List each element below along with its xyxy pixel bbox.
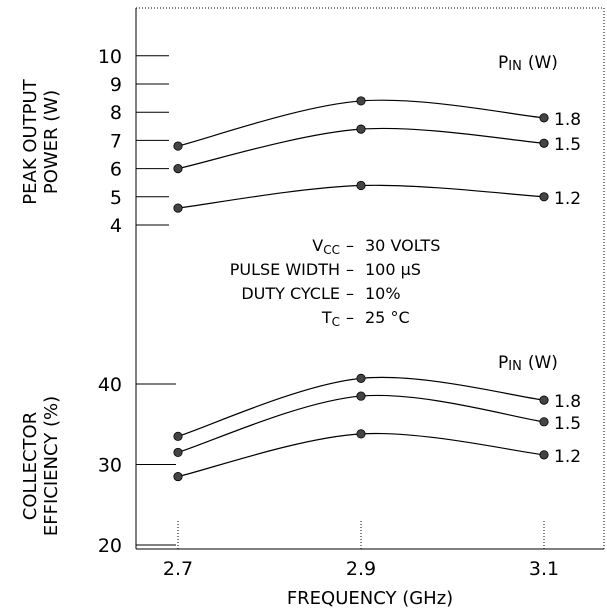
condition-name: PULSE WIDTH: [230, 260, 340, 279]
series-label: 1.2: [554, 189, 581, 209]
y-axis-title-line: POWER (W): [41, 90, 62, 194]
data-point: [539, 417, 549, 427]
x-tick-label: 2.7: [163, 558, 193, 580]
x-tick-label: 3.1: [529, 558, 559, 580]
condition-value: 25 °C: [365, 308, 410, 327]
data-point: [173, 447, 183, 458]
y-tick-label: 6: [110, 159, 122, 181]
data-point: [173, 164, 183, 174]
data-point: [173, 471, 183, 482]
series-label: 1.8: [554, 110, 581, 130]
data-point: [539, 192, 549, 202]
legend-title: PIN (W): [498, 353, 558, 374]
series-curves: [177, 99, 545, 478]
series-line: [177, 394, 545, 453]
condition-value: 100 μS: [365, 260, 421, 279]
y-tick-label: 9: [110, 74, 122, 96]
y-tick-label: 10: [98, 46, 122, 68]
y-tick-label: 30: [98, 455, 122, 477]
y-tick-label: 7: [110, 130, 122, 152]
data-point: [539, 450, 549, 460]
y-axis-title-line: PEAK OUTPUT: [20, 78, 41, 204]
series-line: [177, 99, 545, 147]
data-point: [356, 429, 366, 439]
condition-dash: –: [346, 236, 354, 255]
y-tick-label: 40: [98, 374, 122, 396]
series-label: 1.8: [554, 392, 581, 412]
data-point: [356, 124, 366, 134]
condition-name: VCC: [312, 236, 340, 257]
y-axis-title-line: EFFICIENCY (%): [41, 396, 62, 536]
y-tick-label: 20: [98, 535, 122, 557]
axis-labels: 2.7 2.9 3.1 FREQUENCY (GHz) 4 5 6 7 8 9 10 PEAK OUT…: [20, 46, 581, 609]
y-tick-label: 8: [110, 102, 122, 124]
plot-frame: [135, 7, 605, 550]
y-tick-label: 4: [110, 215, 122, 237]
condition-name: TC: [321, 308, 340, 329]
x-tick-label: 2.9: [346, 558, 376, 580]
data-point: [173, 203, 183, 213]
series-line: [177, 127, 545, 170]
data-point: [539, 138, 549, 148]
tick-marks: [136, 55, 545, 549]
data-point: [356, 373, 366, 383]
data-point: [173, 431, 183, 441]
data-point: [539, 395, 549, 405]
y-tick-label: 5: [110, 187, 122, 209]
data-point: [173, 141, 183, 151]
condition-name: DUTY CYCLE: [241, 284, 340, 303]
data-point: [356, 180, 366, 191]
series-label: 1.5: [554, 414, 581, 434]
condition-dash: –: [346, 260, 354, 279]
data-point: [356, 96, 366, 106]
condition-value: 30 VOLTS: [365, 236, 440, 255]
legend-title: PIN (W): [498, 53, 558, 74]
data-point: [539, 113, 549, 123]
condition-dash: –: [346, 284, 354, 303]
series-line: [177, 376, 545, 437]
series-label: 1.5: [554, 135, 581, 155]
condition-value: 10%: [365, 284, 401, 303]
x-axis-title: FREQUENCY (GHz): [287, 588, 453, 609]
condition-dash: –: [346, 308, 354, 327]
data-point: [356, 391, 366, 401]
data-points: [173, 96, 549, 482]
y-axis-title-line: COLLECTOR: [20, 412, 41, 520]
series-line: [177, 432, 545, 478]
series-label: 1.2: [554, 447, 581, 467]
